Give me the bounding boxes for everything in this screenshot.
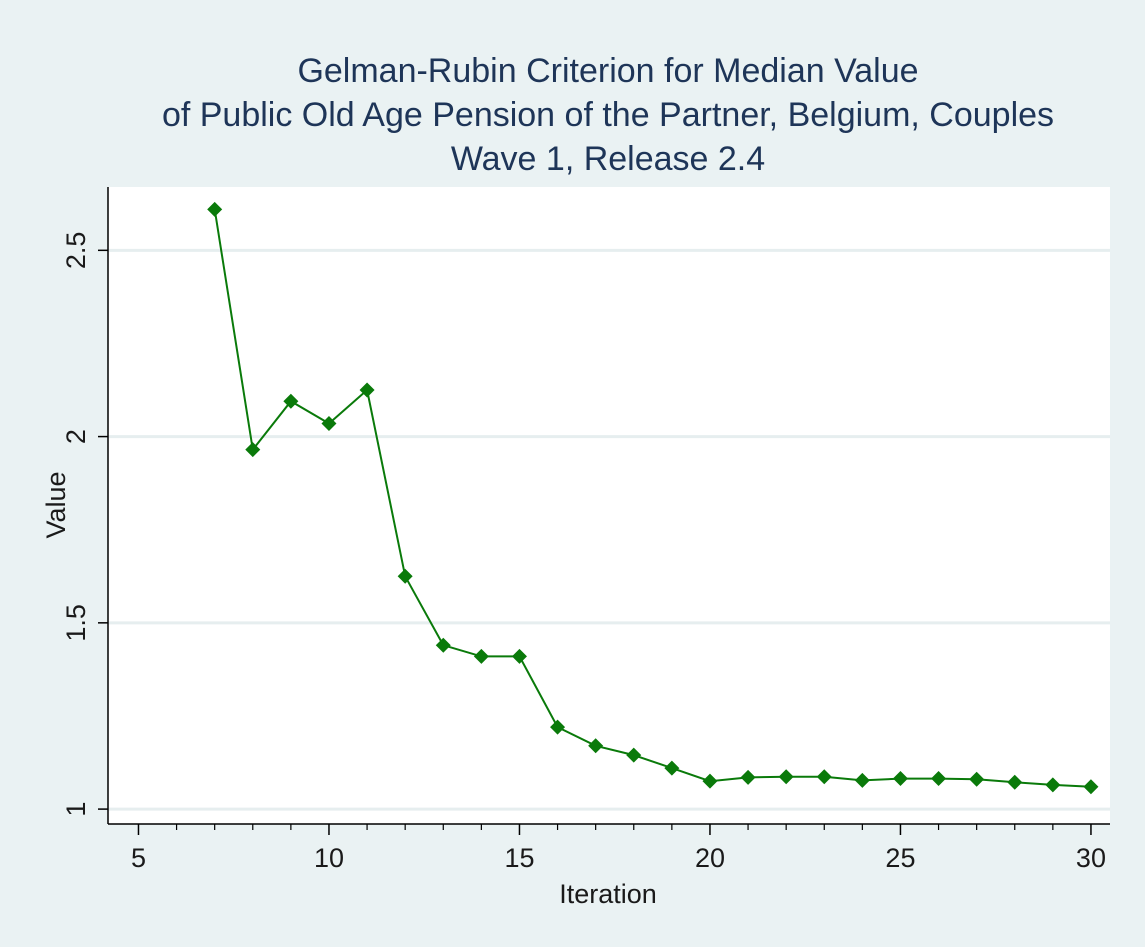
chart-title-line-3: Wave 1, Release 2.4	[451, 140, 765, 178]
x-tick-label-3: 20	[695, 843, 725, 873]
data-point-11	[626, 747, 642, 763]
series-group	[207, 201, 1099, 795]
chart-title-line-2: of Public Old Age Pension of the Partner…	[162, 96, 1054, 134]
data-point-21	[1007, 774, 1023, 790]
x-tick-label-1: 10	[314, 843, 344, 873]
data-point-17	[854, 772, 870, 788]
chart-title-line-1: Gelman-Rubin Criterion for Median Value	[297, 52, 918, 90]
y-axis-label: Value	[41, 471, 71, 538]
chart-title: Gelman-Rubin Criterion for Median Value …	[162, 52, 1054, 178]
data-point-20	[969, 771, 985, 787]
data-point-1	[245, 442, 261, 458]
data-point-9	[550, 719, 566, 735]
data-point-6	[435, 637, 451, 653]
data-point-19	[931, 771, 947, 787]
axes: 1 1.5 2 2.5 5 10 15 20 25 30	[61, 187, 1110, 873]
data-point-5	[397, 568, 413, 584]
x-tick-label-2: 15	[504, 843, 534, 873]
x-tick-label-0: 5	[131, 843, 146, 873]
data-point-12	[664, 760, 680, 776]
x-tick-label-5: 30	[1076, 843, 1106, 873]
data-point-23	[1083, 779, 1099, 795]
data-point-3	[321, 416, 337, 432]
grid-lines	[108, 248, 1110, 811]
y-tick-label-0: 1	[61, 802, 91, 817]
data-point-14	[740, 769, 756, 785]
data-point-22	[1045, 777, 1061, 793]
data-point-15	[778, 769, 794, 785]
x-axis-label: Iteration	[559, 879, 657, 909]
data-point-8	[511, 648, 527, 664]
plot-area	[108, 187, 1110, 824]
y-tick-label-2: 2	[61, 429, 91, 444]
data-point-2	[283, 393, 299, 409]
data-point-18	[892, 771, 908, 787]
y-tick-label-1: 1.5	[61, 604, 91, 642]
data-point-16	[816, 769, 832, 785]
data-point-13	[702, 773, 718, 789]
data-point-10	[588, 738, 604, 754]
data-point-4	[359, 382, 375, 398]
x-tick-label-4: 25	[885, 843, 915, 873]
y-tick-label-3: 2.5	[61, 232, 91, 270]
data-point-7	[473, 648, 489, 664]
data-point-0	[207, 201, 223, 217]
